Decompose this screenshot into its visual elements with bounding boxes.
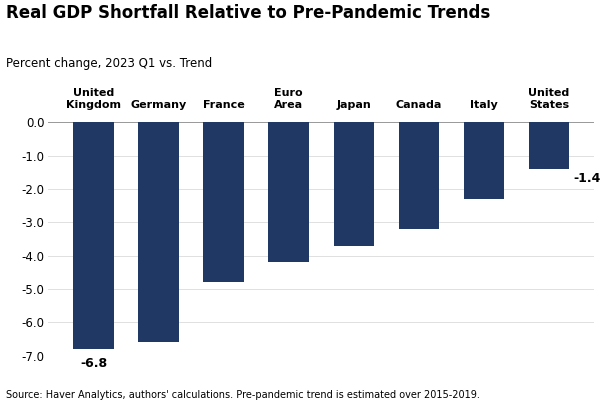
- Text: Italy: Italy: [470, 100, 498, 110]
- Text: Japan: Japan: [336, 100, 371, 110]
- Bar: [333, 122, 374, 246]
- Bar: [529, 122, 569, 169]
- Text: United
States: United States: [528, 88, 570, 110]
- Text: Euro
Area: Euro Area: [274, 88, 303, 110]
- Text: Real GDP Shortfall Relative to Pre-Pandemic Trends: Real GDP Shortfall Relative to Pre-Pande…: [6, 4, 490, 22]
- Bar: [204, 122, 244, 282]
- Text: Canada: Canada: [396, 100, 442, 110]
- Text: Germany: Germany: [130, 100, 187, 110]
- Text: France: France: [202, 100, 244, 110]
- Bar: [464, 122, 504, 199]
- Text: -6.8: -6.8: [80, 357, 107, 370]
- Text: -1.4: -1.4: [574, 172, 601, 185]
- Bar: [73, 122, 113, 349]
- Text: Source: Haver Analytics, authors' calculations. Pre-pandemic trend is estimated : Source: Haver Analytics, authors' calcul…: [6, 390, 480, 400]
- Bar: [268, 122, 309, 262]
- Text: United
Kingdom: United Kingdom: [66, 88, 121, 110]
- Bar: [399, 122, 439, 229]
- Text: Percent change, 2023 Q1 vs. Trend: Percent change, 2023 Q1 vs. Trend: [6, 57, 212, 69]
- Bar: [138, 122, 179, 342]
